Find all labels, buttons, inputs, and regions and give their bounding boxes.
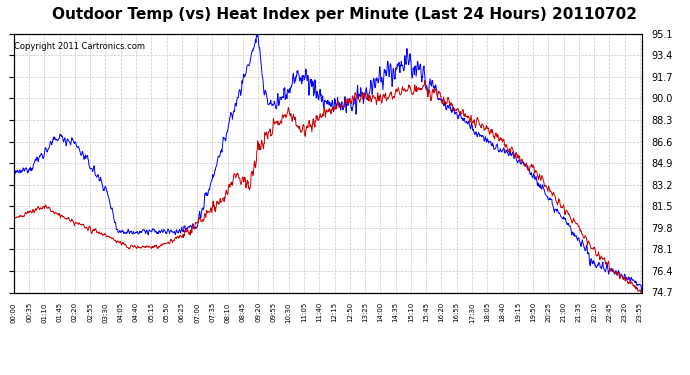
Text: Copyright 2011 Cartronics.com: Copyright 2011 Cartronics.com	[14, 42, 146, 51]
Text: Outdoor Temp (vs) Heat Index per Minute (Last 24 Hours) 20110702: Outdoor Temp (vs) Heat Index per Minute …	[52, 8, 638, 22]
